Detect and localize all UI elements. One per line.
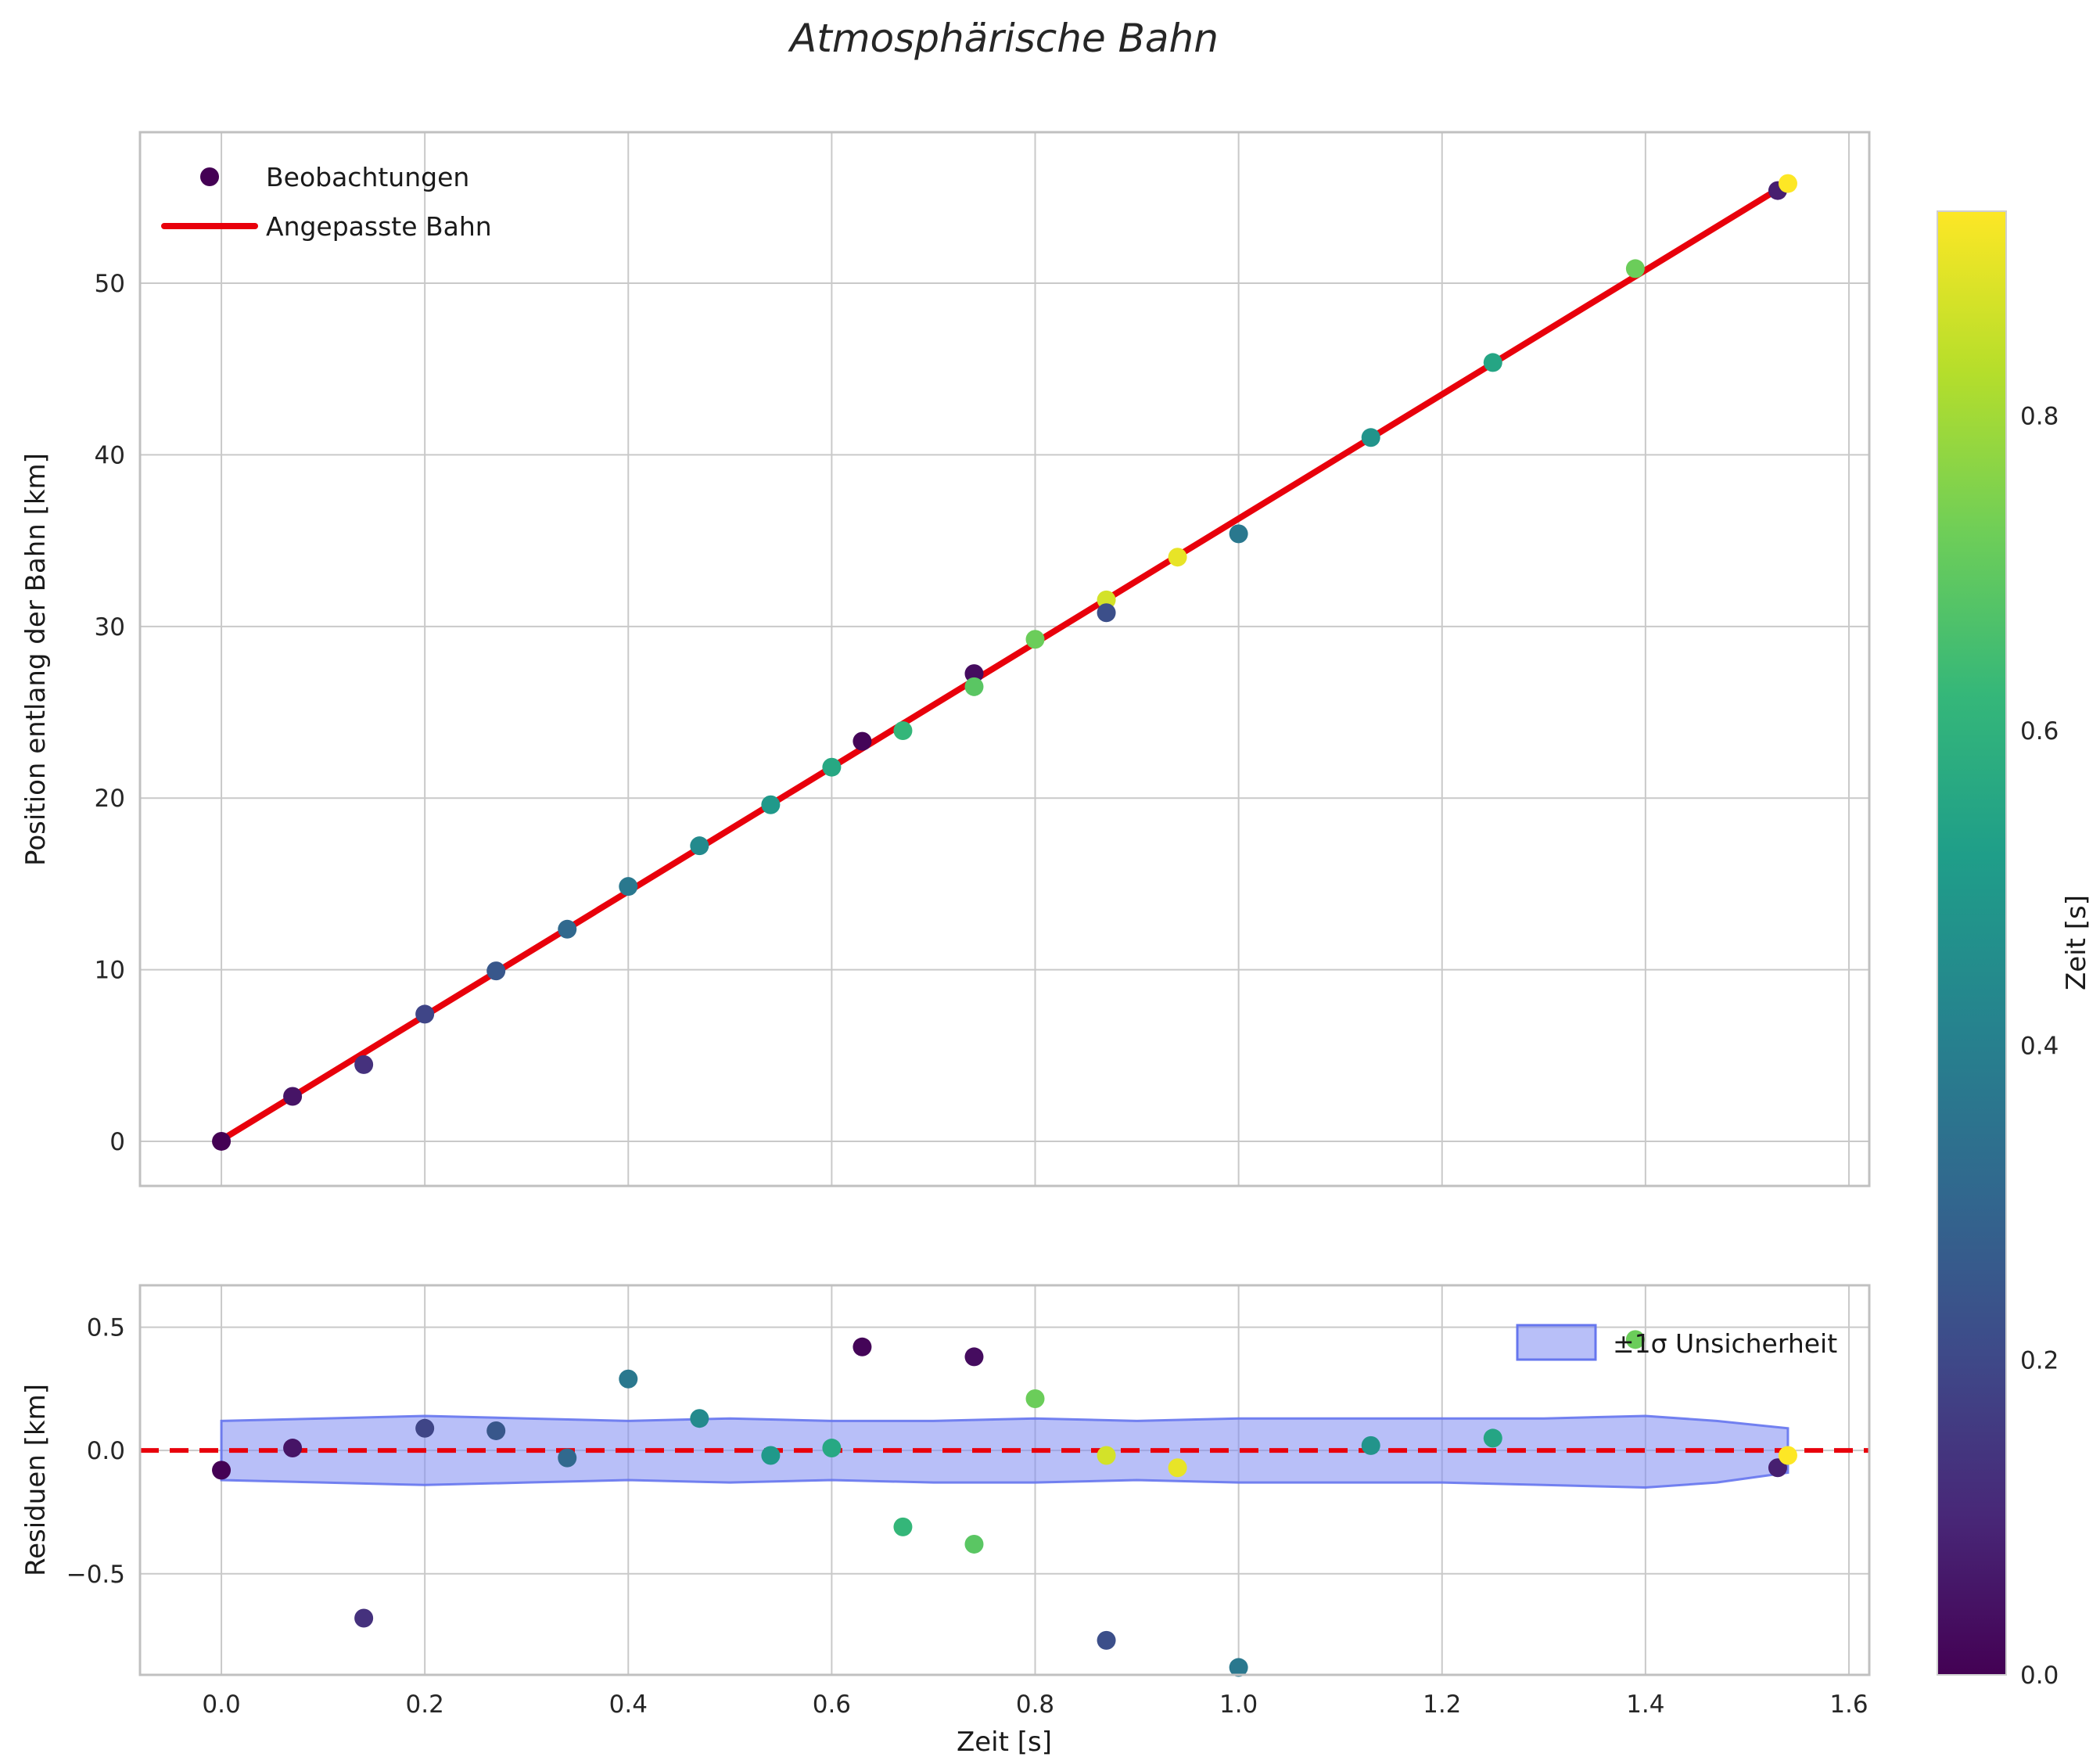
residual-point (1768, 1458, 1787, 1478)
observation-point (1625, 259, 1645, 278)
residual-point (1483, 1428, 1502, 1448)
residual-point (1097, 1630, 1116, 1650)
top-y-tick-label: 20 (95, 785, 125, 813)
resid-y-tick-label: −0.5 (66, 1561, 125, 1589)
x-tick-label: 0.6 (813, 1691, 851, 1719)
observation-point (964, 677, 984, 696)
legend-observations-dot-icon (200, 167, 219, 186)
residual-point (354, 1608, 374, 1628)
residual-point (619, 1369, 638, 1389)
observation-point (690, 836, 709, 856)
residual-point (964, 1534, 984, 1554)
chart-title: Atmosphärische Bahn (788, 16, 1219, 61)
residual-point (1778, 1446, 1797, 1465)
colorbar-tick-label: 0.6 (2020, 717, 2059, 746)
observation-point (1778, 174, 1797, 193)
residual-point (893, 1517, 913, 1536)
legend-observations-label: Beobachtungen (266, 162, 469, 192)
residual-point (486, 1421, 506, 1440)
residual-point (690, 1409, 709, 1428)
top-axes-frame (138, 131, 1871, 1188)
observation-point (354, 1055, 374, 1074)
top-y-tick-label: 10 (95, 957, 125, 985)
resid-y-axis-label: Residuen [km] (20, 1384, 52, 1576)
x-axis-label: Zeit [s] (957, 1726, 1052, 1757)
residual-point (853, 1337, 872, 1356)
x-tick-label: 1.0 (1219, 1691, 1258, 1719)
legend-residuals: ±1σ Unsicherheit (1516, 1324, 1837, 1361)
residual-point (822, 1439, 842, 1458)
observation-point (822, 757, 842, 777)
top-y-tick-label: 30 (95, 613, 125, 641)
observation-point (619, 877, 638, 896)
x-tick-label: 0.4 (609, 1691, 648, 1719)
fitted-trajectory-line (218, 180, 1791, 1144)
residual-point (1025, 1389, 1045, 1408)
top-y-tick-label: 0 (109, 1128, 125, 1156)
observation-point (1483, 353, 1502, 372)
x-tick-label: 0.2 (406, 1691, 444, 1719)
observation-point (1097, 590, 1116, 609)
x-tick-label: 0.8 (1016, 1691, 1054, 1719)
residual-point (1625, 1330, 1645, 1349)
tick-labels-layer: 0 10 20 30 40 50 −0.5 0.0 0.5 0.0 0.2 0.4 0.6 0.8 1.0 1… (66, 270, 2059, 1719)
top-y-tick-label: 50 (95, 270, 125, 298)
colorbar (1937, 210, 2007, 1676)
x-tick-label: 1.6 (1829, 1691, 1868, 1719)
observation-point (283, 1087, 303, 1106)
residual-point (1229, 1658, 1248, 1677)
observation-point (1025, 630, 1045, 649)
residual-point (1168, 1458, 1187, 1478)
legend-band-label: ±1σ Unsicherheit (1613, 1328, 1837, 1359)
colorbar-tick-label: 0.2 (2020, 1347, 2059, 1375)
residual-point (964, 1347, 984, 1367)
observation-point (1229, 524, 1248, 544)
residual-point (212, 1461, 232, 1480)
observation-point (853, 731, 872, 751)
x-tick-label: 1.2 (1423, 1691, 1461, 1719)
observation-point (1361, 428, 1380, 447)
colorbar-tick-label: 0.4 (2020, 1032, 2059, 1060)
resid-axes-frame (138, 1284, 1871, 1676)
observation-point (893, 720, 913, 740)
observation-point (558, 919, 577, 939)
observation-point (964, 664, 984, 684)
legend-top: Beobachtungen Angepasste Bahn (161, 162, 492, 242)
observation-point (486, 961, 506, 981)
residual-point (761, 1446, 781, 1465)
top-y-axis-label: Position entlang der Bahn [km] (20, 453, 52, 866)
colorbar-tick-label: 0.0 (2020, 1662, 2059, 1690)
legend-fitline-label: Angepasste Bahn (266, 211, 492, 242)
x-tick-label: 1.4 (1626, 1691, 1664, 1719)
residual-point (1361, 1435, 1380, 1455)
grid-layer (140, 132, 1869, 1675)
colorbar-label: Zeit [s] (2061, 895, 2092, 990)
observation-point (1168, 548, 1187, 567)
observation-point (1097, 603, 1116, 623)
resid-y-tick-label: 0.5 (87, 1314, 125, 1342)
observation-point (415, 1004, 435, 1024)
top-y-tick-label: 40 (95, 441, 125, 469)
residual-point (1097, 1446, 1116, 1465)
residual-point (558, 1448, 577, 1468)
residual-point (415, 1418, 435, 1438)
colorbar-tick-label: 0.8 (2020, 403, 2059, 431)
axes-layer (138, 131, 1871, 1676)
data-layer (140, 174, 1869, 1677)
resid-y-tick-label: 0.0 (87, 1437, 125, 1465)
residual-point (283, 1439, 303, 1458)
observation-point (212, 1131, 232, 1151)
x-tick-label: 0.0 (202, 1691, 240, 1719)
legend-band-patch-icon (1516, 1324, 1597, 1361)
observation-point (761, 795, 781, 814)
